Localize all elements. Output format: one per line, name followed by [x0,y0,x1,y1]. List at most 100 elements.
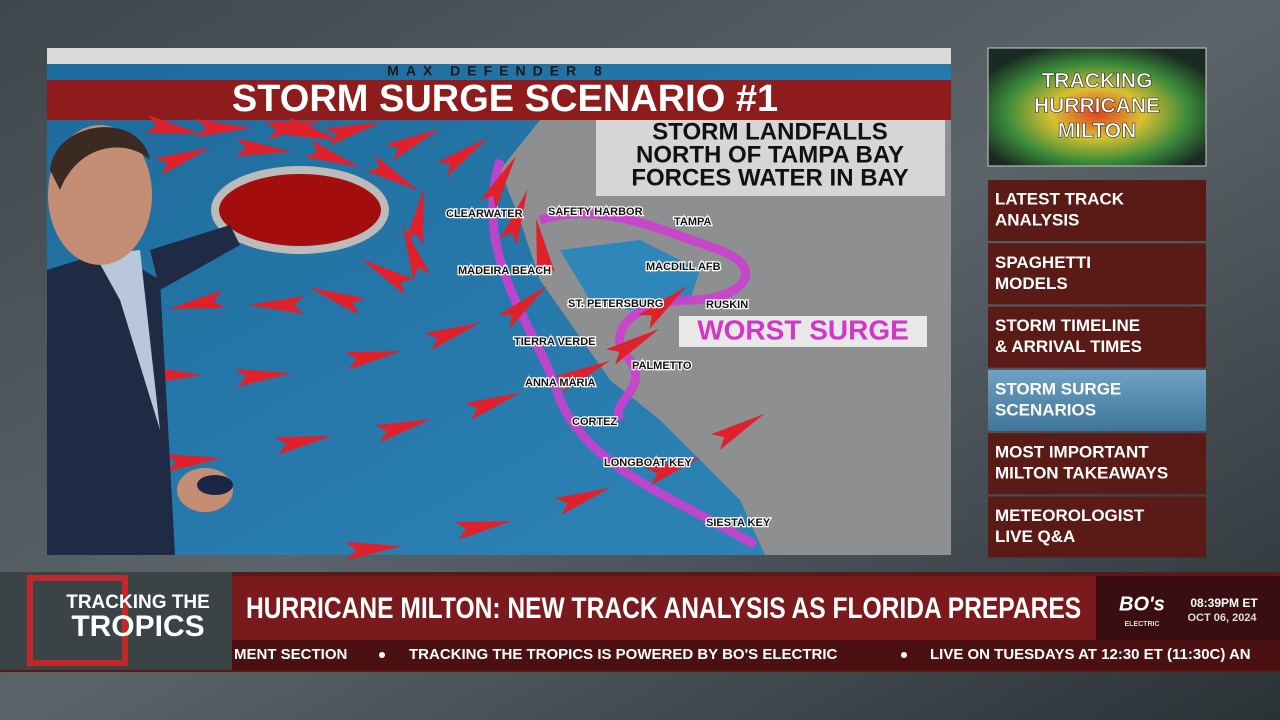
menu-label: LIVE Q&A [995,527,1075,546]
headline-bar [232,576,1096,640]
menu-item [988,306,1206,368]
place-label: TAMPA [674,216,712,228]
sponsor: BO's [1119,593,1165,615]
ticker-separator [379,652,385,658]
time: 08:39PM ET [1190,596,1258,610]
feature-line: HURRICANE [1034,95,1160,118]
wind-arrow [235,368,292,387]
sidebar: TRACKING HURRICANE MILTON LATEST TRACK AN… [987,47,1207,558]
ticker-separator [901,652,907,658]
wind-arrow [344,351,402,370]
menu-label: MODELS [995,274,1068,293]
wind-arrow [385,128,440,161]
lower-third: TRACKING THE TROPICS HURRICANE MILTON: N… [0,572,1280,672]
menu-item [988,433,1206,495]
headline: HURRICANE MILTON: NEW TRACK ANALYSIS AS … [246,591,1081,625]
arm [150,225,240,290]
title: STORM SURGE SCENARIO #1 [232,78,778,120]
menu-label: METEOROLOGIST [995,506,1145,525]
wind-arrow [454,521,512,540]
wind-arrow [284,117,342,141]
menu-label: MILTON TAKEAWAYS [995,464,1168,483]
callout-line: NORTH OF TAMPA BAY [636,141,904,168]
place-label: RUSKIN [706,299,748,311]
surge-path [488,158,758,549]
wind-arrow [554,487,611,516]
wind-arrow [499,189,528,246]
menu: LATEST TRACK ANALYSIS SPAGHETTI MODELS STORM… [988,180,1206,558]
place-label: TIERRA VERDE [514,336,596,348]
menu-label: ANALYSIS [995,210,1079,229]
feature-line: TRACKING [1042,70,1153,93]
wind-arrow [154,147,211,176]
wind-arrow [644,457,701,486]
wind-arrow [309,287,366,316]
place-label: PALMETTO [632,360,692,372]
menu-label: STORM TIMELINE [995,316,1140,335]
wind-arrows [144,115,765,560]
wind-arrow [436,137,489,177]
wind-arrow [374,419,432,443]
place-labels: CLEARWATER SAFETY HARBOR TAMPA MADEIRA BEAC… [445,205,772,531]
clicker [197,475,233,495]
brand-bar [47,48,951,64]
wind-arrow [402,224,431,281]
wind-arrow [144,115,202,134]
callout-box [596,120,945,196]
wind-arrow [606,329,660,365]
wind-arrow [360,259,414,295]
menu-label: LATEST TRACK [995,189,1125,208]
logo-frame [27,575,128,666]
brand: MAX DEFENDER 8 [387,63,609,79]
storm-icon [211,166,389,254]
wind-arrow [235,138,292,157]
wind-arrow [555,360,610,393]
date: OCT 06, 2024 [1187,612,1257,624]
feature-line: MILTON [1058,120,1137,143]
wind-arrow [196,119,252,137]
logo-line: TROPICS [71,610,204,643]
ticker-bar [232,640,1280,670]
place-label: CLEARWATER [446,208,523,220]
menu-label: STORM SURGE [995,379,1121,398]
wind-arrow [711,414,765,450]
callout-line: FORCES WATER IN BAY [631,164,908,191]
wind-arrow [536,218,555,276]
wind-arrow [304,139,361,168]
sponsor-box [1096,576,1280,640]
wind-arrow [498,285,547,329]
ticker-item: LIVE ON TUESDAYS AT 12:30 ET (11:30C) AN [930,646,1251,663]
callout-line: STORM LANDFALLS [652,118,888,145]
menu-label: MOST IMPORTANT [995,443,1149,462]
wind-arrow [480,155,516,209]
wind-arrow [424,322,481,351]
place-label: MADEIRA BEACH [458,265,551,277]
menu-label: SCENARIOS [995,400,1096,419]
logo-bg [0,572,232,670]
menu-item [988,496,1206,558]
wind-arrow [366,155,420,191]
place-label: LONGBOAT KEY [604,457,692,469]
shirt [95,250,160,430]
wind-arrow [248,296,304,314]
bay [560,240,700,310]
sponsor-sub: ELECTRIC [1125,621,1160,628]
menu-item [988,243,1206,305]
place-label: MACDILL AFB [646,261,721,273]
wind-arrow [168,290,226,309]
menu-item [988,180,1206,241]
menu-label: SPAGHETTI [995,253,1091,272]
ticker-item: MENT SECTION [234,646,347,663]
wind-arrow [165,453,222,472]
menu-label: & ARRIVAL TIMES [995,337,1142,356]
wind-arrow [274,436,332,455]
place-label: SAFETY HARBOR [548,206,643,218]
title-bar [47,80,951,120]
wind-arrow [345,541,402,560]
map-panel: MAX DEFENDER 8 STORM SURGE SCENARIO #1 S… [47,48,951,560]
highlight: WORST SURGE [697,314,909,345]
ticker-item: TRACKING THE TROPICS IS POWERED BY BO'S … [409,646,837,663]
menu-item [988,369,1206,431]
place-label: ST. PETERSBURG [568,298,663,310]
